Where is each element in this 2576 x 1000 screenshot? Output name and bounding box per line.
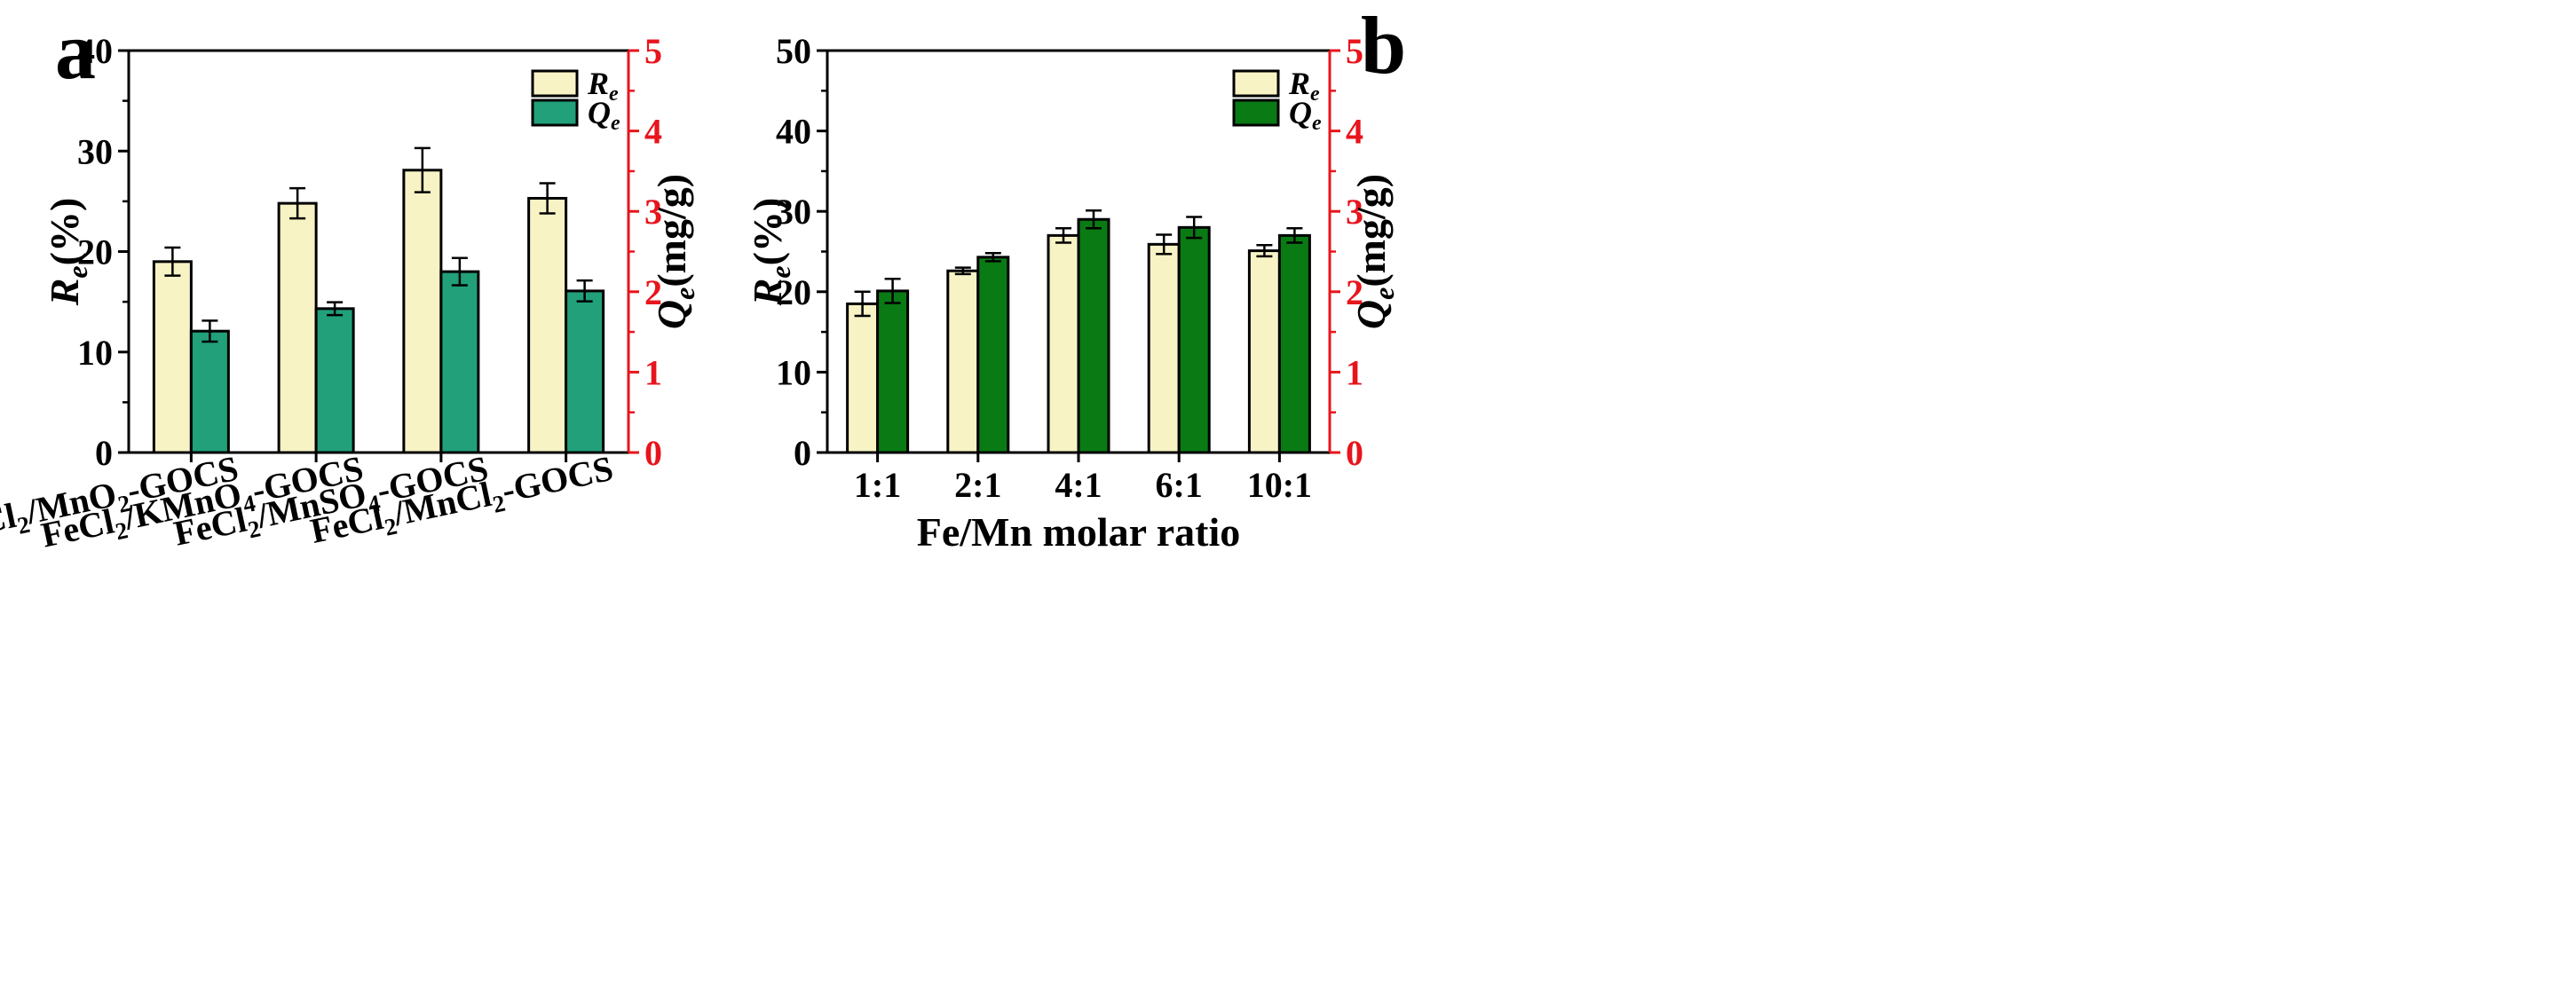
- label-subscript: 2: [15, 511, 32, 539]
- re-bar: [1047, 233, 1080, 454]
- legend-main: R: [1288, 66, 1310, 101]
- right-tick-label: 0: [644, 433, 662, 473]
- label-subscript: 4: [366, 490, 383, 518]
- qe-bar: [1277, 233, 1311, 454]
- re-legend-swatch: [1232, 69, 1280, 98]
- re-legend-label: Re: [1288, 66, 1320, 106]
- qe-legend-swatch: [1232, 98, 1280, 127]
- axis-title-main: R: [745, 279, 790, 307]
- re-bar: [152, 260, 193, 454]
- qe-bar: [976, 256, 1010, 454]
- re-bar: [277, 201, 318, 454]
- re-bar: [402, 169, 443, 454]
- right-tick-label: 1: [644, 352, 662, 392]
- right-tick-label: 5: [644, 31, 662, 71]
- axis-title-main: R: [42, 279, 87, 307]
- axis-title-unit: (%): [42, 198, 87, 266]
- right-tick-label: 1: [1346, 352, 1363, 392]
- right-tick-label: 5: [1346, 31, 1363, 71]
- label-subscript: 2: [490, 490, 507, 518]
- right-tick-label: 4: [644, 112, 662, 152]
- label-subscript: 2: [382, 513, 399, 541]
- qe-bar: [1077, 217, 1110, 454]
- re-bar: [527, 196, 568, 454]
- label-subscript: 2: [246, 515, 263, 543]
- left-tick-label: 30: [776, 192, 811, 232]
- left-tick-label: 10: [776, 352, 811, 392]
- qe-bar: [565, 289, 605, 454]
- axis-title-subscript: e: [61, 265, 93, 278]
- x-tick-label: 4:1: [1055, 465, 1102, 505]
- axis-title-main: Q: [649, 300, 694, 329]
- re-legend-label: Re: [587, 66, 619, 106]
- re-bar: [1147, 242, 1181, 454]
- qe-legend-label: Qe: [1289, 95, 1322, 135]
- right-axis-title: Qe(mg/g): [649, 174, 700, 329]
- right-axis-title: Qe(mg/g): [1348, 174, 1400, 329]
- left-tick-label: 40: [776, 112, 811, 152]
- left-tick-label: 10: [77, 333, 113, 373]
- qe-bar: [314, 307, 355, 454]
- x-tick-label: 6:1: [1156, 465, 1203, 505]
- re-legend-swatch: [531, 69, 579, 98]
- left-tick-label: 0: [794, 433, 811, 473]
- right-tick-label: 3: [1346, 192, 1363, 232]
- left-tick-label: 50: [776, 31, 811, 71]
- axis-title-unit: (mg/g): [649, 174, 694, 287]
- axis-title-subscript: e: [668, 287, 700, 300]
- qe-bar: [439, 270, 480, 454]
- x-axis-title: Fe/Mn molar ratio: [917, 509, 1241, 555]
- qe-legend-label: Qe: [588, 95, 620, 135]
- legend-main: Q: [588, 95, 611, 130]
- legend-subscript: e: [609, 83, 619, 106]
- right-tick-label: 0: [1346, 433, 1363, 473]
- panel-letter-b: b: [1361, 0, 1406, 91]
- x-tick-label: 10:1: [1247, 465, 1312, 505]
- legend-subscript: e: [1310, 83, 1320, 106]
- left-axis-title: Re(%): [42, 198, 93, 307]
- right-tick-label: 2: [644, 272, 662, 312]
- axis-title-unit: (mg/g): [1348, 174, 1394, 287]
- panel-letter-a: a: [55, 5, 96, 96]
- re-bar: [1247, 249, 1281, 454]
- x-tick-label: 1:1: [854, 465, 901, 505]
- qe-legend-swatch: [531, 98, 579, 127]
- right-tick-label: 2: [1346, 272, 1363, 312]
- legend-subscript: e: [1312, 112, 1322, 135]
- chart-panel-a: 010203040012345FeCl2/MnO2-GOCSFeCl2/KMnO…: [0, 31, 700, 555]
- label-subscript: 4: [241, 490, 257, 518]
- axis-title-main: Q: [1348, 300, 1394, 329]
- qe-bar: [876, 289, 910, 454]
- qe-bar: [189, 329, 230, 454]
- axis-title-unit: (%): [745, 198, 790, 266]
- left-tick-label: 20: [77, 232, 113, 272]
- left-tick-label: 40: [77, 31, 113, 71]
- re-bar: [846, 302, 880, 454]
- re-bar: [946, 269, 980, 454]
- left-axis-title: Re(%): [745, 198, 796, 307]
- left-tick-label: 0: [95, 433, 113, 473]
- left-tick-label: 20: [776, 272, 811, 312]
- legend-main: R: [587, 66, 609, 101]
- right-tick-label: 3: [644, 192, 662, 232]
- axis-title-subscript: e: [764, 265, 796, 278]
- label-part: -GOCS: [498, 448, 616, 510]
- legend-subscript: e: [611, 112, 620, 135]
- left-tick-label: 30: [77, 131, 113, 171]
- legend-main: Q: [1289, 95, 1312, 130]
- right-tick-label: 4: [1346, 112, 1363, 152]
- axis-title-subscript: e: [1368, 287, 1400, 300]
- qe-bar: [1177, 225, 1211, 454]
- label-subscript: 2: [115, 490, 132, 518]
- label-subscript: 2: [113, 516, 130, 545]
- x-tick-label: 2:1: [954, 465, 1001, 505]
